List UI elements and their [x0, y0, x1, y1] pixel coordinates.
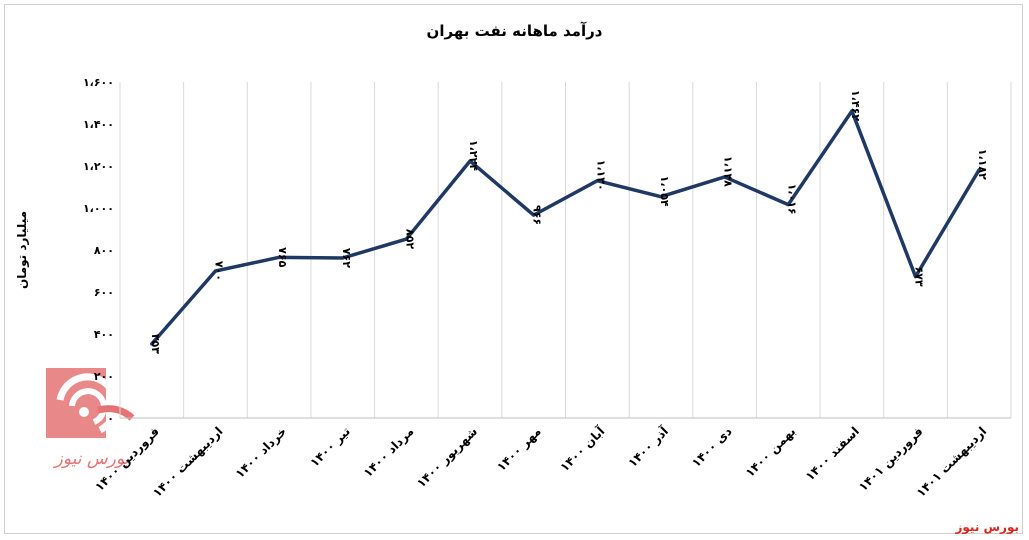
- data-label: ۷۶۲: [340, 248, 353, 268]
- x-tick-label: شهریور ۱۴۰۰: [414, 424, 481, 491]
- grid-lines: [119, 82, 1012, 419]
- y-tick-label: ۸۰۰: [94, 244, 114, 257]
- x-tick-label: اردیبهشت ۱۴۰۱: [914, 424, 990, 500]
- data-label: ۷۶۵: [276, 247, 289, 267]
- series-line-path: [150, 109, 981, 346]
- y-tick-label: ۱،۴۰۰: [83, 118, 114, 131]
- source-credit: بورس نیوز: [955, 520, 1019, 534]
- x-tick-label: اردیبهشت ۱۴۰۰: [150, 424, 226, 500]
- y-tick-label: ۱،۰۰۰: [83, 202, 114, 215]
- x-tick-label: اسفند ۱۴۰۰: [803, 424, 862, 483]
- x-tick-label: فروردین ۱۴۰۱: [856, 424, 926, 494]
- x-tick-label: خرداد ۱۴۰۰: [233, 424, 290, 481]
- x-tick-label: مرداد ۱۴۰۰: [361, 424, 417, 480]
- data-label: ۱،۲۲۴: [467, 140, 480, 171]
- logo-text: بورس نیوز: [53, 449, 130, 469]
- watermark-logo: بورس نیوز: [46, 368, 135, 469]
- data-label: ۷۰۰: [212, 261, 225, 281]
- data-label: ۶۷۳: [913, 267, 926, 287]
- chart-frame: [4, 4, 1023, 534]
- y-tick-label: ۲۰۰: [94, 370, 114, 383]
- data-labels: ۳۵۳ ۷۰۰ ۷۶۵ ۷۶۲ ۸۵۲ ۱،۲۲۴ ۹۶۶ ۱،۱۳۰ ۱،۰۵۴ ۱،۱۴۸ ۱،…: [149, 90, 989, 354]
- x-tick-label: فروردین ۱۴۰۰: [92, 424, 162, 494]
- x-tick-label: بهمن ۱۴۰۰: [743, 424, 799, 480]
- data-label: ۱،۱۴۸: [722, 156, 735, 187]
- data-label: ۱،۰۱۶: [785, 184, 798, 215]
- chart-title: درآمد ماهانه نفت بهران: [426, 22, 603, 40]
- x-tick-label: مهر ۱۴۰۰: [494, 424, 544, 474]
- data-label: ۹۶۶: [531, 205, 544, 225]
- x-tick-label: تیر ۱۴۰۰: [307, 424, 352, 469]
- data-label: ۱،۴۶۲: [849, 90, 862, 121]
- y-tick-label: ۶۰۰: [94, 286, 114, 299]
- data-label: ۱،۱۸۲: [976, 149, 989, 180]
- data-label: ۳۵۳: [149, 334, 162, 354]
- y-tick-label: ۴۰۰: [94, 328, 114, 341]
- y-tick-label: ۰: [107, 412, 114, 425]
- data-label: ۱،۱۳۰: [594, 160, 607, 191]
- data-label: ۸۵۲: [403, 229, 416, 249]
- y-tick-label: ۱،۲۰۰: [83, 160, 114, 173]
- x-tick-label: دی ۱۴۰۰: [689, 424, 735, 470]
- x-tick-label: آبان ۱۴۰۰: [557, 423, 608, 474]
- y-axis-ticks: ۰ ۲۰۰ ۴۰۰ ۶۰۰ ۸۰۰ ۱،۰۰۰ ۱،۲۰۰ ۱،۴۰۰ ۱،۶۰۰: [83, 76, 114, 425]
- series-line: [150, 109, 981, 346]
- y-tick-label: ۱،۶۰۰: [83, 76, 114, 89]
- x-tick-label: آذر ۱۴۰۰: [625, 423, 672, 470]
- data-label: ۱،۰۵۴: [658, 176, 671, 207]
